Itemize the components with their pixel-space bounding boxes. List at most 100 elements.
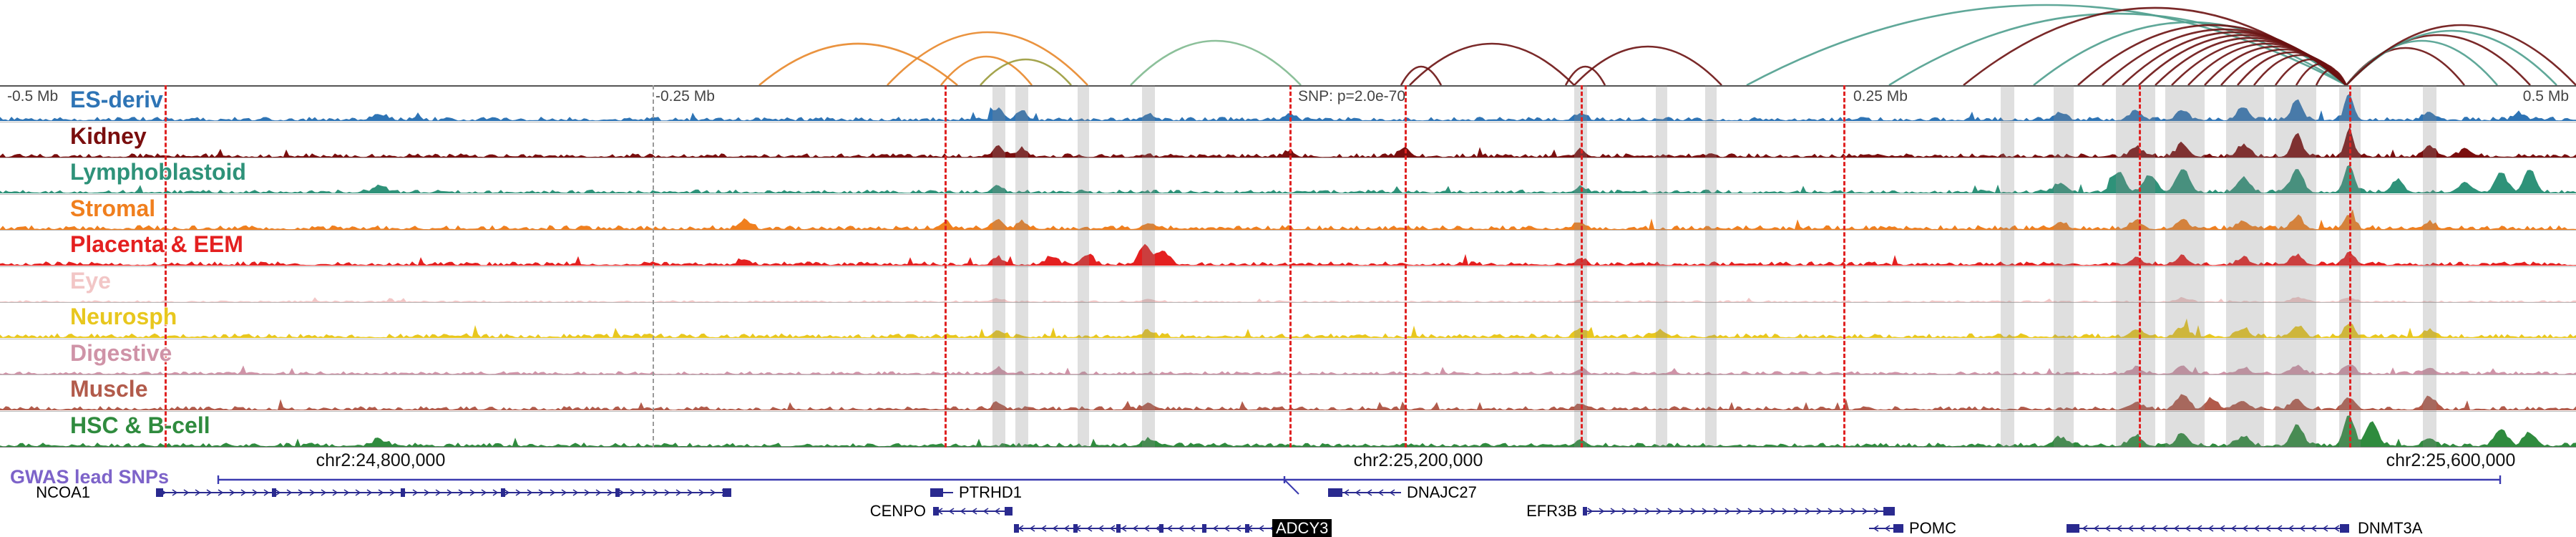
gene-ptrhd1[interactable] <box>930 488 953 497</box>
interaction-arc[interactable] <box>2346 24 2576 86</box>
ruler-tick-label: -0.25 Mb <box>655 88 715 105</box>
track-separator <box>0 193 2576 195</box>
gene-exon <box>1014 524 1019 533</box>
gene-exon <box>1883 507 1895 516</box>
track-separator <box>0 374 2576 375</box>
interaction-arc[interactable] <box>1746 4 2347 86</box>
signal-track-es-deriv[interactable] <box>0 85 2576 121</box>
track-label: Digestive <box>70 339 172 366</box>
gene-exon <box>1159 524 1163 533</box>
interaction-arc[interactable] <box>887 31 1088 86</box>
gene-strand-arrows <box>1873 525 1890 532</box>
coordinate-label: chr2:24,800,000 <box>316 450 446 470</box>
gene-strand-arrows <box>1587 508 1891 515</box>
track-label: Muscle <box>70 376 148 402</box>
interaction-arc[interactable] <box>980 58 1072 86</box>
highlight-band <box>1142 85 1155 448</box>
gene-exon <box>501 488 505 497</box>
snp-anchor-guide-line <box>1289 85 1292 448</box>
gene-label: EFR3B <box>1526 502 1577 520</box>
ruler-line <box>0 85 2576 87</box>
signal-area <box>0 296 2576 302</box>
gene-exon <box>1245 524 1249 533</box>
signal-area <box>0 394 2576 410</box>
track-label: Placenta & EEM <box>70 231 243 257</box>
signal-track-stromal[interactable] <box>0 194 2576 230</box>
interaction-arc[interactable] <box>758 42 958 86</box>
gene-label: DNAJC27 <box>1407 483 1477 501</box>
track-label: ES-deriv <box>70 87 163 112</box>
snp-anchor-guide-line <box>1843 85 1845 448</box>
gene-label: CENPO <box>869 502 926 520</box>
signal-track-muscle[interactable] <box>0 374 2576 410</box>
track-label: Eye <box>70 267 111 294</box>
interaction-arc[interactable] <box>1409 42 1575 86</box>
gene-exon <box>1328 488 1342 497</box>
coordinate-label: chr2:25,600,000 <box>2386 450 2516 470</box>
highlight-band <box>2054 85 2074 448</box>
gene-pomc[interactable] <box>1869 524 1903 533</box>
track-label: Lymphoblastoid <box>70 159 246 185</box>
track-separator <box>0 302 2576 303</box>
highlight-band <box>1705 85 1717 448</box>
interaction-arc[interactable] <box>940 55 1033 86</box>
gene-exon <box>1583 507 1587 516</box>
snp-anchor-guide-line <box>1581 85 1583 448</box>
signal-track-digestive[interactable] <box>0 339 2576 374</box>
interaction-arc[interactable] <box>1400 65 1443 86</box>
gene-exon <box>156 488 163 497</box>
gene-exon <box>1202 524 1206 533</box>
track-label: Kidney <box>70 122 147 149</box>
signal-area <box>0 208 2576 230</box>
snp-anchor-guide-line <box>1405 85 1407 448</box>
signal-track-eye[interactable] <box>0 266 2576 302</box>
signal-area <box>0 364 2576 374</box>
track-label: HSC & B-cell <box>70 412 210 438</box>
highlight-band <box>1015 85 1028 448</box>
gwas-snp-track[interactable] <box>0 469 2576 501</box>
gene-label: ADCY3 <box>1272 519 1332 537</box>
highlight-band <box>2226 85 2264 448</box>
snp-anchor-guide-line <box>945 85 947 448</box>
snp-anchor-guide-line <box>165 85 167 448</box>
interaction-arc[interactable] <box>2274 58 2348 86</box>
signal-track-hsc-b-cell[interactable] <box>0 411 2576 447</box>
interaction-arc[interactable] <box>1130 39 1302 86</box>
gene-ncoa1[interactable] <box>156 488 731 497</box>
gene-adcy3[interactable] <box>1014 524 1292 533</box>
gene-exon <box>1116 524 1121 533</box>
interaction-arc[interactable] <box>1574 45 1722 86</box>
gene-strand-arrows <box>160 489 728 496</box>
highlight-band <box>2275 85 2316 448</box>
highlight-band <box>1078 85 1089 448</box>
gene-label: PTRHD1 <box>959 483 1023 501</box>
track-label: Stromal <box>70 195 156 221</box>
interaction-arc[interactable] <box>1564 65 1606 86</box>
gene-label: POMC <box>1909 519 1956 537</box>
gene-dnajc27[interactable] <box>1328 488 1401 497</box>
signal-area <box>0 415 2576 447</box>
track-separator <box>0 410 2576 412</box>
gene-dnmt3a[interactable] <box>2067 524 2349 533</box>
gene-efr3b[interactable] <box>1583 507 1895 516</box>
track-area: ES-deriv Kidney Lymphoblastoid Stromal Place… <box>0 85 2576 448</box>
signal-track-neurosph[interactable] <box>0 302 2576 338</box>
interaction-arcs-panel[interactable] <box>0 0 2576 86</box>
gwas-snp-connector <box>1284 479 1299 495</box>
track-label: Neurosph <box>70 304 177 329</box>
gene-cenpo[interactable] <box>933 507 1013 516</box>
tick-guide-line <box>653 85 654 448</box>
gene-annotation-panel[interactable] <box>0 480 2576 537</box>
gene-exon <box>2340 524 2349 533</box>
highlight-band <box>1656 85 1667 448</box>
ruler-tick-label: -0.5 Mb <box>7 88 59 105</box>
gene-exon <box>615 488 620 497</box>
gene-exon <box>1073 524 1078 533</box>
ruler-tick-label: 0.5 Mb <box>2522 88 2569 105</box>
highlight-band <box>2001 85 2014 448</box>
interaction-arc[interactable] <box>2315 68 2348 86</box>
gene-exon <box>272 488 276 497</box>
gene-exon <box>723 488 731 497</box>
interaction-arc[interactable] <box>2346 29 2557 86</box>
